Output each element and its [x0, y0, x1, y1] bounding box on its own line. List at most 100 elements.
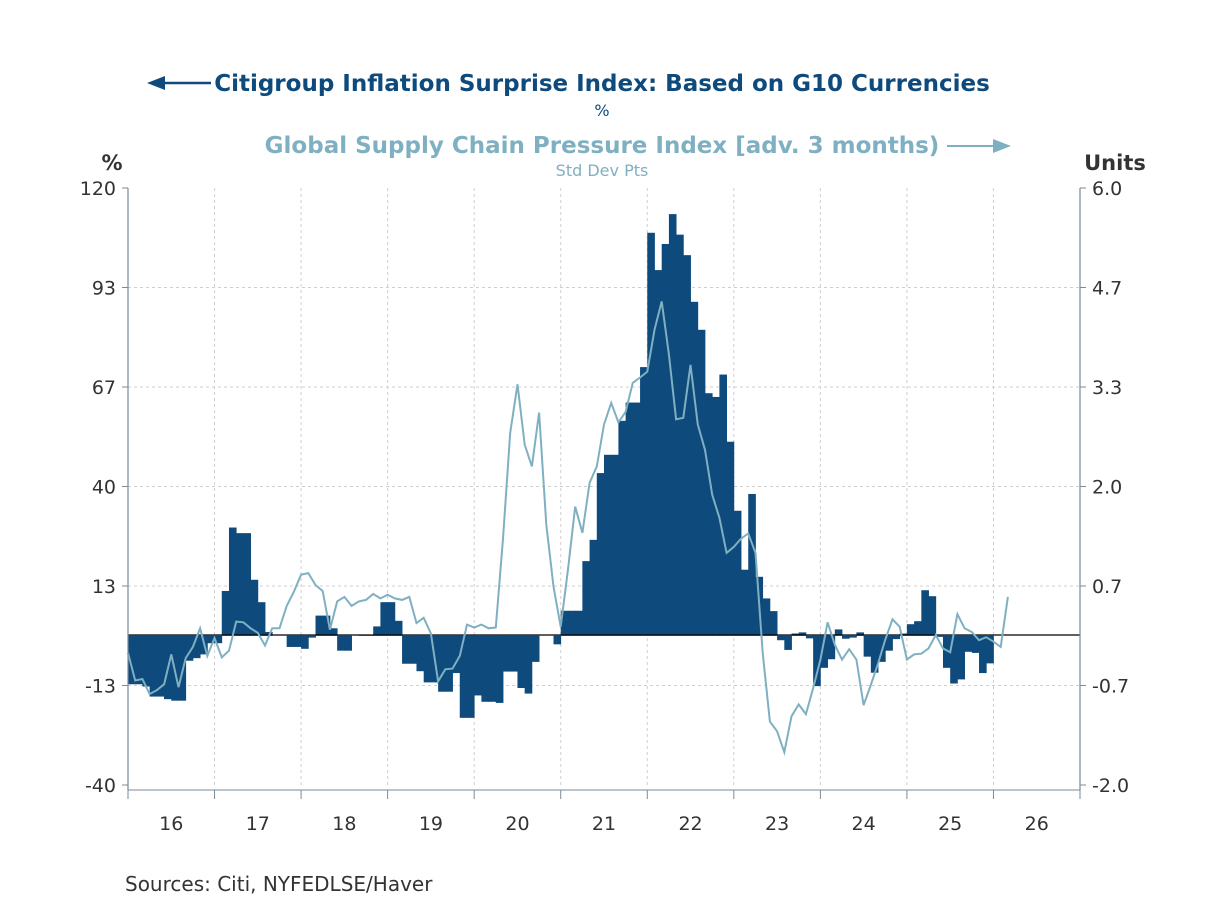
bar: [582, 561, 590, 636]
bar: [784, 635, 792, 650]
bar: [438, 635, 446, 692]
bar: [611, 454, 619, 636]
x-tick-label: 23: [765, 813, 789, 835]
line-series-title: Global Supply Chain Pressure Index [adv.…: [265, 133, 940, 159]
bar: [257, 602, 266, 636]
bar: [402, 635, 410, 664]
bar: [863, 635, 872, 657]
right-axis-label: Units: [1084, 151, 1146, 175]
left-axis-label: %: [101, 151, 122, 175]
bar: [293, 635, 302, 647]
bar: [481, 635, 490, 702]
left-tick-label: 93: [92, 278, 116, 300]
bar: [452, 635, 461, 674]
bar: [214, 635, 223, 644]
bar: [409, 635, 417, 664]
bar: [914, 621, 922, 636]
bar: [423, 635, 432, 683]
bar: [632, 402, 641, 636]
bar: [683, 255, 691, 636]
left-tick-label: -40: [85, 775, 116, 797]
bar: [128, 635, 136, 685]
bar: [935, 635, 944, 637]
x-tick-label: 20: [505, 813, 529, 835]
bar: [971, 635, 980, 653]
bar: [373, 626, 381, 636]
bar-series: [128, 214, 994, 718]
bar: [769, 611, 778, 636]
x-tick-label: 25: [938, 813, 962, 835]
bar: [676, 234, 684, 636]
right-tick-label: -0.7: [1092, 676, 1129, 698]
right-tick-label: 3.3: [1092, 377, 1122, 399]
bar: [250, 579, 259, 636]
bar: [445, 635, 453, 692]
bar: [957, 635, 966, 680]
bar: [849, 635, 857, 638]
bar: [596, 473, 605, 636]
bar: [777, 635, 785, 641]
bar: [329, 628, 338, 636]
bar: [762, 598, 771, 636]
bar: [726, 441, 735, 636]
bar: [228, 527, 237, 636]
bar: [149, 635, 158, 697]
bar: [733, 510, 742, 636]
bar: [589, 539, 598, 636]
bar: [668, 214, 677, 636]
bar: [842, 635, 850, 639]
bar: [964, 635, 973, 652]
bar: [474, 635, 482, 696]
bar: [243, 533, 252, 636]
bar: [748, 493, 756, 636]
bar: [207, 635, 215, 644]
bar: [719, 374, 728, 636]
bar: [704, 393, 713, 636]
bar: [531, 635, 540, 662]
bar: [192, 635, 201, 659]
bar: [979, 635, 987, 674]
left-arrow-icon: [147, 76, 211, 90]
right-tick-label: 4.7: [1092, 278, 1122, 300]
bar: [286, 635, 295, 647]
x-tick-label: 22: [678, 813, 702, 835]
bar: [344, 635, 352, 651]
right-tick-label: 6.0: [1092, 178, 1122, 200]
bar: [322, 615, 331, 636]
bar: [459, 635, 468, 718]
bar: [567, 610, 576, 636]
bar: [654, 270, 663, 636]
left-tick-label: -13: [85, 676, 116, 698]
bar: [315, 615, 324, 636]
bar: [942, 635, 951, 668]
x-tick-label: 19: [419, 813, 443, 835]
bar: [135, 635, 143, 685]
line-series-units: Std Dev Pts: [556, 161, 649, 180]
bar: [394, 620, 403, 636]
bar: [488, 635, 497, 702]
bar: [661, 243, 670, 636]
bar: [517, 635, 526, 688]
x-tick-label: 16: [159, 813, 183, 835]
bar: [466, 635, 475, 718]
left-tick-label: 67: [92, 377, 116, 399]
bar: [647, 232, 655, 636]
bar: [892, 635, 901, 640]
sources-note: Sources: Citi, NYFEDLSE/Haver: [125, 872, 433, 896]
right-tick-label: 0.7: [1092, 576, 1122, 598]
left-tick-label: 120: [80, 178, 116, 200]
axis-ticks: 120 6.0 93 4.7 67 3.3 40 2.0 13 0.7 -13 -0.7 -40 -2.0…: [80, 178, 1129, 835]
bar: [337, 635, 345, 651]
x-tick-label: 17: [246, 813, 270, 835]
bar: [185, 635, 194, 661]
bar: [856, 632, 865, 636]
bar: [503, 635, 511, 672]
bar: [820, 635, 828, 668]
left-tick-label: 13: [92, 576, 116, 598]
bar: [928, 596, 937, 636]
bar: [690, 301, 699, 636]
bar: [495, 635, 504, 703]
right-tick-label: -2.0: [1092, 775, 1129, 797]
bar: [301, 635, 309, 649]
